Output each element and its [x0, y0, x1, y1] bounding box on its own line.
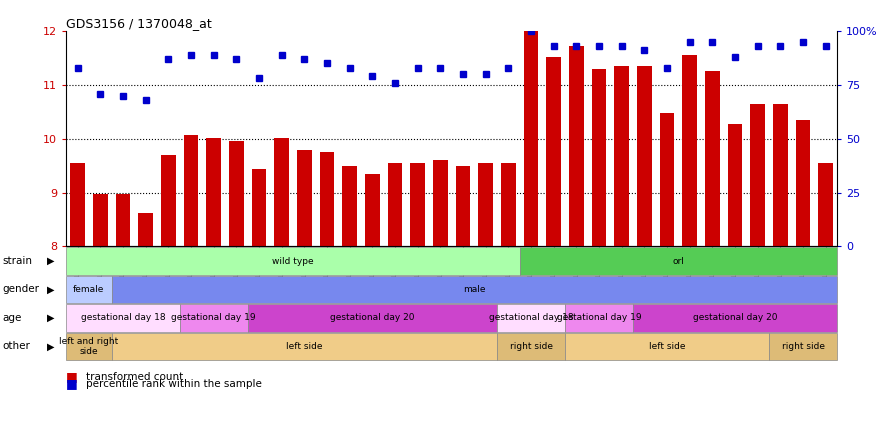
Bar [660, 113, 675, 246]
Bar [592, 69, 607, 246]
Bar [456, 166, 471, 246]
Bar [70, 163, 85, 246]
Text: ▶: ▶ [47, 256, 54, 266]
Bar [229, 142, 244, 246]
Bar [411, 163, 425, 246]
Text: ▶: ▶ [47, 313, 54, 323]
Text: gestational day 19: gestational day 19 [556, 313, 641, 322]
Text: gestational day 20: gestational day 20 [693, 313, 777, 322]
Text: gestational day 18: gestational day 18 [488, 313, 573, 322]
Text: left side: left side [649, 342, 685, 351]
Text: GDS3156 / 1370048_at: GDS3156 / 1370048_at [66, 17, 212, 30]
Text: gestational day 18: gestational day 18 [80, 313, 165, 322]
Text: wild type: wild type [272, 257, 313, 266]
Text: left side: left side [286, 342, 322, 351]
Bar [569, 46, 584, 246]
Text: ■: ■ [66, 377, 78, 390]
Bar [796, 120, 811, 246]
Text: ▶: ▶ [47, 341, 54, 351]
Bar [773, 104, 788, 246]
Bar [388, 163, 403, 246]
Bar [343, 166, 357, 246]
Bar [615, 66, 629, 246]
Text: gestational day 19: gestational day 19 [171, 313, 256, 322]
Bar [683, 56, 697, 246]
Bar [365, 174, 380, 246]
Bar [705, 71, 720, 246]
Text: orl: orl [673, 257, 684, 266]
Text: gestational day 20: gestational day 20 [330, 313, 414, 322]
Bar [728, 124, 743, 246]
Bar [433, 160, 448, 246]
Bar [275, 138, 289, 246]
Text: male: male [463, 285, 486, 294]
Bar [320, 152, 335, 246]
Text: transformed count: transformed count [86, 372, 183, 381]
Bar [637, 66, 652, 246]
Text: age: age [3, 313, 22, 323]
Bar [252, 169, 267, 246]
Text: female: female [73, 285, 104, 294]
Bar [297, 150, 312, 246]
Bar [207, 138, 221, 246]
Bar [161, 155, 176, 246]
Bar [116, 194, 131, 246]
Bar [524, 31, 539, 246]
Bar [139, 213, 153, 246]
Text: left and right
side: left and right side [59, 337, 118, 356]
Bar [184, 135, 199, 246]
Bar [479, 163, 493, 246]
Text: strain: strain [3, 256, 33, 266]
Text: gender: gender [3, 285, 40, 294]
Bar [501, 163, 516, 246]
Text: right side: right side [781, 342, 825, 351]
Text: ▶: ▶ [47, 285, 54, 294]
Text: percentile rank within the sample: percentile rank within the sample [86, 379, 261, 388]
Text: right side: right side [509, 342, 553, 351]
Bar [547, 57, 561, 246]
Bar [93, 194, 108, 246]
Bar [819, 163, 834, 246]
Bar [751, 104, 765, 246]
Text: other: other [3, 341, 31, 351]
Text: ■: ■ [66, 370, 78, 383]
